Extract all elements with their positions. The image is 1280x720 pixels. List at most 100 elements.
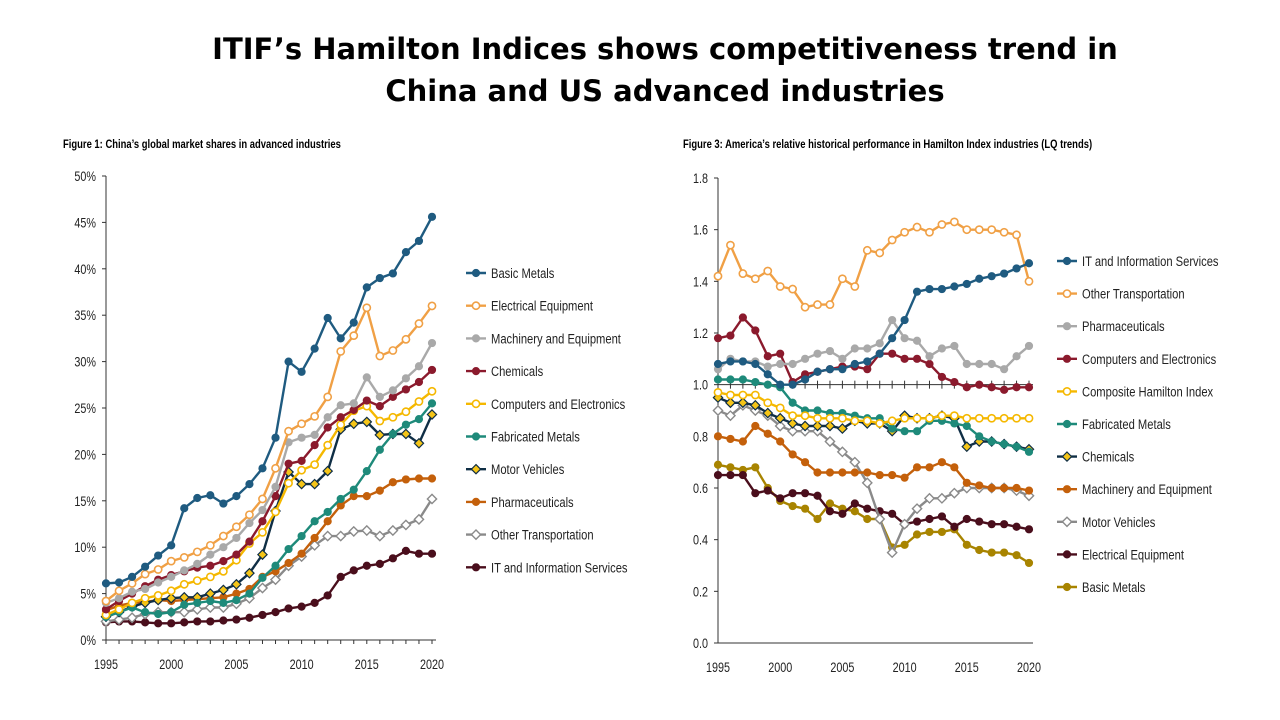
data-point	[206, 596, 215, 606]
data-point	[245, 479, 254, 489]
legend-marker	[471, 432, 481, 441]
data-point	[800, 375, 810, 384]
data-point	[1024, 341, 1034, 351]
legend-label: Other Transportation	[491, 527, 594, 542]
data-point	[193, 617, 202, 626]
data-point	[813, 491, 822, 500]
data-point	[713, 271, 723, 281]
legend-label: Composite Hamilton Index	[1082, 384, 1214, 399]
data-point	[205, 572, 215, 582]
legend-label: IT and Information Services	[1082, 254, 1219, 269]
y-tick-label: 0.8	[693, 429, 708, 444]
data-point	[388, 478, 397, 487]
data-point	[961, 441, 973, 453]
legend-item: Motor Vehicles	[466, 462, 564, 478]
series-machinery-and-equipment	[713, 421, 1034, 495]
legend-marker	[471, 367, 481, 376]
data-point	[900, 354, 909, 363]
y-tick-label: 1.0	[693, 378, 708, 393]
legend-marker	[471, 399, 481, 409]
data-point	[114, 586, 124, 596]
y-tick-label: 0.0	[693, 636, 708, 651]
data-point	[101, 579, 111, 588]
data-point	[838, 468, 847, 477]
main-title-line-1: ITIF’s Hamilton Indices shows competitiv…	[212, 32, 1118, 66]
data-point	[937, 220, 947, 229]
data-point	[888, 470, 897, 480]
legend-item: Basic Metals	[466, 266, 554, 281]
data-point	[141, 584, 150, 594]
data-point	[950, 463, 959, 472]
data-point	[838, 413, 847, 423]
data-point	[900, 334, 909, 343]
data-point	[414, 474, 424, 483]
data-point	[297, 465, 306, 475]
data-point	[812, 420, 823, 432]
data-point	[888, 424, 897, 433]
figure-3-title: Figure 3: America’s relative historical …	[683, 139, 1093, 151]
data-point	[245, 589, 254, 598]
legend-marker	[470, 463, 482, 475]
data-point	[349, 485, 358, 494]
data-point	[310, 441, 319, 450]
data-point	[900, 427, 909, 436]
data-point	[762, 407, 774, 419]
data-point	[257, 549, 268, 561]
y-tick-label: 0%	[80, 633, 96, 648]
data-point	[180, 618, 189, 627]
data-point	[962, 225, 972, 235]
data-point	[738, 313, 747, 322]
data-point	[912, 427, 922, 436]
data-point	[1012, 352, 1021, 361]
data-point	[774, 412, 786, 424]
data-point	[975, 274, 984, 283]
data-point	[141, 618, 150, 627]
data-point	[863, 344, 872, 353]
data-point	[962, 413, 972, 423]
data-point	[738, 269, 748, 278]
data-point	[800, 489, 810, 498]
y-tick-label: 25%	[74, 401, 96, 416]
legend-marker	[1062, 386, 1072, 396]
data-point	[923, 492, 936, 504]
data-point	[114, 604, 124, 614]
legend-label: Motor Vehicles	[491, 462, 564, 477]
data-point	[232, 533, 241, 543]
data-point	[127, 587, 137, 596]
legend-label: Electrical Equipment	[491, 299, 593, 314]
data-point	[414, 236, 424, 246]
legend-label: Machinery and Equipment	[491, 331, 621, 346]
data-point	[362, 492, 371, 501]
data-point	[838, 354, 847, 363]
data-point	[284, 544, 293, 554]
data-point	[726, 390, 735, 400]
data-point	[1012, 551, 1021, 560]
series-fabricated-metals	[101, 399, 437, 621]
legend-marker	[471, 334, 481, 343]
x-tick-label: 2010	[290, 657, 314, 672]
data-point	[206, 550, 215, 559]
data-point	[962, 279, 971, 289]
data-point	[987, 483, 996, 493]
data-point	[800, 458, 810, 467]
data-point	[284, 426, 293, 436]
data-point	[1024, 558, 1034, 568]
series-composite-hamilton-index	[713, 388, 1034, 428]
data-point	[1012, 483, 1021, 493]
data-point	[788, 284, 798, 294]
series-electrical-equipment	[101, 301, 437, 606]
data-point	[375, 392, 384, 401]
data-point	[427, 338, 437, 348]
data-point	[751, 359, 760, 369]
data-point	[776, 437, 785, 446]
data-point	[310, 598, 319, 607]
data-point	[284, 478, 293, 488]
data-point	[1000, 483, 1009, 493]
y-tick-label: 1.4	[693, 274, 708, 289]
data-point	[900, 473, 909, 482]
data-point	[374, 429, 386, 441]
data-point	[1000, 520, 1009, 529]
data-point	[232, 615, 241, 624]
y-tick-label: 10%	[74, 540, 96, 555]
data-point	[218, 566, 228, 576]
